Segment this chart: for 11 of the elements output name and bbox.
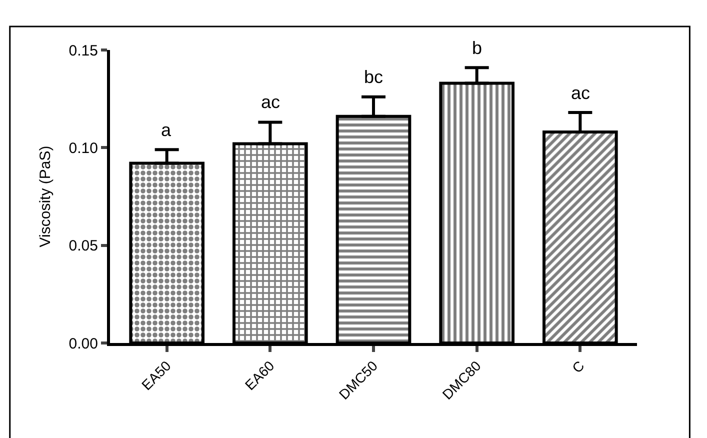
annotation: b <box>472 38 482 58</box>
y-axis-title: Viscosity (PaS) <box>37 146 54 248</box>
x-tick-label: C <box>568 358 588 376</box>
annotation: ac <box>571 83 590 103</box>
y-tick-label: 0.15 <box>68 42 98 60</box>
y-tick-label: 0.00 <box>68 335 98 352</box>
annotation: ac <box>261 92 280 112</box>
annotation: a <box>161 120 172 140</box>
y-tick-label: 0.05 <box>68 238 98 255</box>
y-tick-label: 0.10 <box>68 140 98 157</box>
annotation: bc <box>364 67 384 87</box>
